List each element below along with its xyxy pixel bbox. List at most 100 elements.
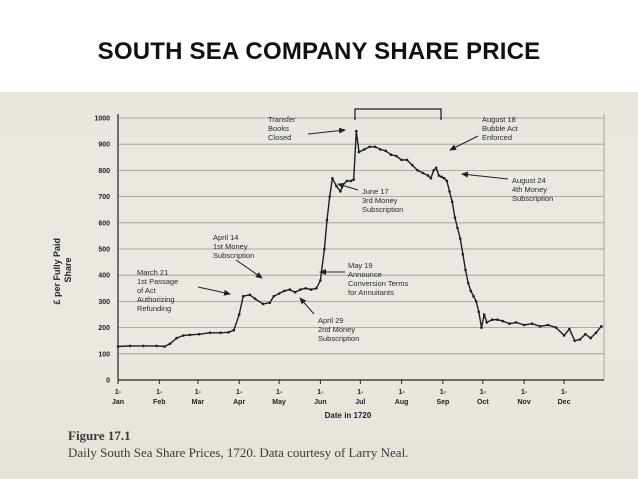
data-point xyxy=(466,281,470,285)
x-tick-label: Jun xyxy=(314,399,326,406)
data-point xyxy=(357,150,361,154)
data-point xyxy=(538,325,542,328)
data-point xyxy=(448,190,451,193)
data-point xyxy=(496,318,499,321)
data-point xyxy=(304,287,308,290)
y-tick-label: 0 xyxy=(106,378,110,385)
data-point xyxy=(501,319,505,323)
data-point xyxy=(389,153,393,156)
y-tick-label: 700 xyxy=(98,194,110,201)
data-point xyxy=(272,294,276,298)
data-point xyxy=(578,338,582,341)
data-point xyxy=(163,345,166,348)
annotation-arrow xyxy=(299,297,315,315)
data-point xyxy=(355,129,358,133)
data-point xyxy=(288,288,292,291)
data-point xyxy=(530,322,534,325)
data-point xyxy=(453,216,457,219)
data-point xyxy=(339,190,342,193)
data-point xyxy=(373,145,377,149)
x-tick-label-top: 1- xyxy=(561,389,568,396)
data-point xyxy=(573,339,576,342)
data-point xyxy=(261,302,265,306)
y-tick-label: 400 xyxy=(98,273,110,280)
data-point xyxy=(426,174,430,177)
data-point xyxy=(299,288,302,291)
data-point xyxy=(472,294,475,298)
y-tick-label: 200 xyxy=(98,325,110,332)
x-tick-label-top: 1- xyxy=(276,389,283,396)
data-point xyxy=(293,290,297,294)
x-tick-label-top: 1- xyxy=(115,389,122,396)
data-point xyxy=(219,331,222,335)
data-point xyxy=(400,158,403,162)
data-point xyxy=(458,237,462,240)
data-point xyxy=(345,179,349,183)
data-point xyxy=(461,252,465,256)
data-point xyxy=(323,247,326,251)
gridlines xyxy=(118,117,604,355)
data-point xyxy=(437,174,441,177)
data-point xyxy=(469,289,473,293)
annotation-may-19: May 19 Announce Conversion Terms for Annuit… xyxy=(319,261,409,297)
data-point xyxy=(325,218,329,222)
x-tick-label: Dec xyxy=(558,399,571,406)
data-point xyxy=(368,145,372,149)
data-point xyxy=(395,154,398,158)
figure-number: Figure 17.1 xyxy=(68,428,131,443)
figure-caption: Daily South Sea Share Prices, 1720. Data… xyxy=(68,445,408,460)
price-series xyxy=(116,129,603,348)
scanned-figure: 0 100 200 300 400 500 600 700 800 900 1000 1- Jan 1-… xyxy=(0,92,638,479)
data-point xyxy=(208,331,212,335)
x-tick-label: Aug xyxy=(395,399,409,406)
data-point xyxy=(237,313,241,316)
data-point xyxy=(405,158,409,162)
annotation-august-24: August 24 4th Money Subscription xyxy=(461,171,553,203)
x-tick-label: Nov xyxy=(517,399,530,406)
data-point xyxy=(514,321,518,324)
y-tick-label: 100 xyxy=(98,351,110,358)
data-point xyxy=(155,344,158,348)
y-tick-label: 300 xyxy=(98,299,110,306)
x-tick-label-top: 1- xyxy=(195,389,202,396)
data-point xyxy=(253,297,257,301)
data-point xyxy=(554,326,558,329)
annotation-arrow xyxy=(337,182,359,191)
data-point xyxy=(442,177,446,180)
x-tick-label: Apr xyxy=(233,399,245,406)
annotation-august-18: August 18 Bubble Act Enforced xyxy=(449,115,519,151)
y-tick-label: 1000 xyxy=(94,116,110,123)
annotation-arrow xyxy=(449,135,479,151)
data-point xyxy=(335,184,338,188)
x-tick-label-top: 1- xyxy=(236,389,243,396)
x-tick-label: Jan xyxy=(112,399,124,406)
data-point xyxy=(379,148,382,151)
data-point xyxy=(363,148,366,151)
annotation-arrow xyxy=(235,259,263,279)
data-point xyxy=(384,149,387,153)
annotation-march-21: March 21 1st Passage of Act Authorizing Refu… xyxy=(137,268,231,313)
transfer-books-bracket xyxy=(354,108,442,120)
data-point xyxy=(490,318,494,321)
data-point xyxy=(277,292,281,295)
data-point xyxy=(482,313,486,316)
axes xyxy=(117,114,605,384)
x-tick-label: Sep xyxy=(436,399,449,406)
y-axis-label-line: £ per Fully Paid xyxy=(52,238,62,305)
data-point xyxy=(584,332,587,336)
data-point xyxy=(522,323,526,327)
data-point xyxy=(331,177,334,180)
x-tick-label: May xyxy=(272,399,286,406)
y-axis-label: £ per Fully Paid Share xyxy=(52,235,73,304)
data-point xyxy=(349,179,353,183)
data-point xyxy=(421,171,425,175)
data-point xyxy=(197,332,201,336)
data-point xyxy=(589,336,592,340)
data-point xyxy=(568,327,571,331)
